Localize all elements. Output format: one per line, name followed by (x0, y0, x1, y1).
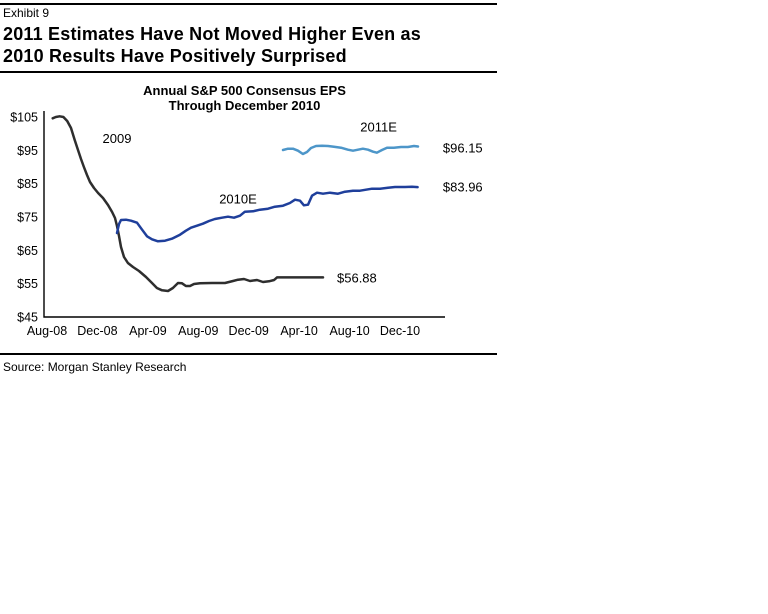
series-2009-line (51, 115, 325, 293)
report-title-line2: 2010 Results Have Positively Surprised (3, 46, 347, 66)
y-axis-tick-label: $95 (17, 144, 38, 158)
y-axis-tick-label: $85 (17, 177, 38, 191)
x-axis-tick-label: Dec-08 (77, 324, 117, 338)
x-axis-tick-label: Aug-08 (27, 324, 67, 338)
y-axis-tick-label: $105 (10, 111, 38, 125)
y-axis-tick-label: $75 (17, 211, 38, 225)
exhibit-label: Exhibit 9 (3, 6, 50, 20)
chart-annotation: 2011E (360, 120, 397, 135)
source-divider (0, 353, 497, 355)
x-axis-tick-label: Dec-10 (380, 324, 420, 338)
chart-title-line2: Through December 2010 (168, 98, 321, 113)
chart-title: Annual S&P 500 Consensus EPS Through Dec… (44, 83, 445, 113)
x-axis-tick-label: Aug-09 (178, 324, 218, 338)
chart-annotation: 2010E (219, 192, 257, 207)
x-axis-tick-label: Apr-10 (280, 324, 318, 338)
chart-annotation: $96.15 (443, 141, 483, 156)
report-title: 2011 Estimates Have Not Moved Higher Eve… (3, 23, 421, 67)
chart-annotation: 2009 (103, 131, 132, 146)
chart-annotation: $56.88 (337, 271, 377, 286)
y-axis-tick-label: $55 (17, 277, 38, 291)
chart-title-line1: Annual S&P 500 Consensus EPS (143, 83, 346, 98)
chart-axes (43, 111, 445, 318)
top-divider (0, 3, 497, 5)
y-axis-tick-label: $65 (17, 244, 38, 258)
series-2010e-line (115, 185, 419, 243)
report-title-line1: 2011 Estimates Have Not Moved Higher Eve… (3, 24, 421, 44)
title-divider (0, 71, 497, 73)
chart-annotation: $83.96 (443, 180, 483, 195)
series-2011e-line (281, 144, 420, 156)
x-axis-tick-label: Dec-09 (229, 324, 269, 338)
source-text: Source: Morgan Stanley Research (3, 360, 187, 374)
y-axis-tick-label: $45 (17, 311, 38, 325)
x-axis-tick-label: Apr-09 (129, 324, 167, 338)
x-axis-tick-label: Aug-10 (329, 324, 369, 338)
